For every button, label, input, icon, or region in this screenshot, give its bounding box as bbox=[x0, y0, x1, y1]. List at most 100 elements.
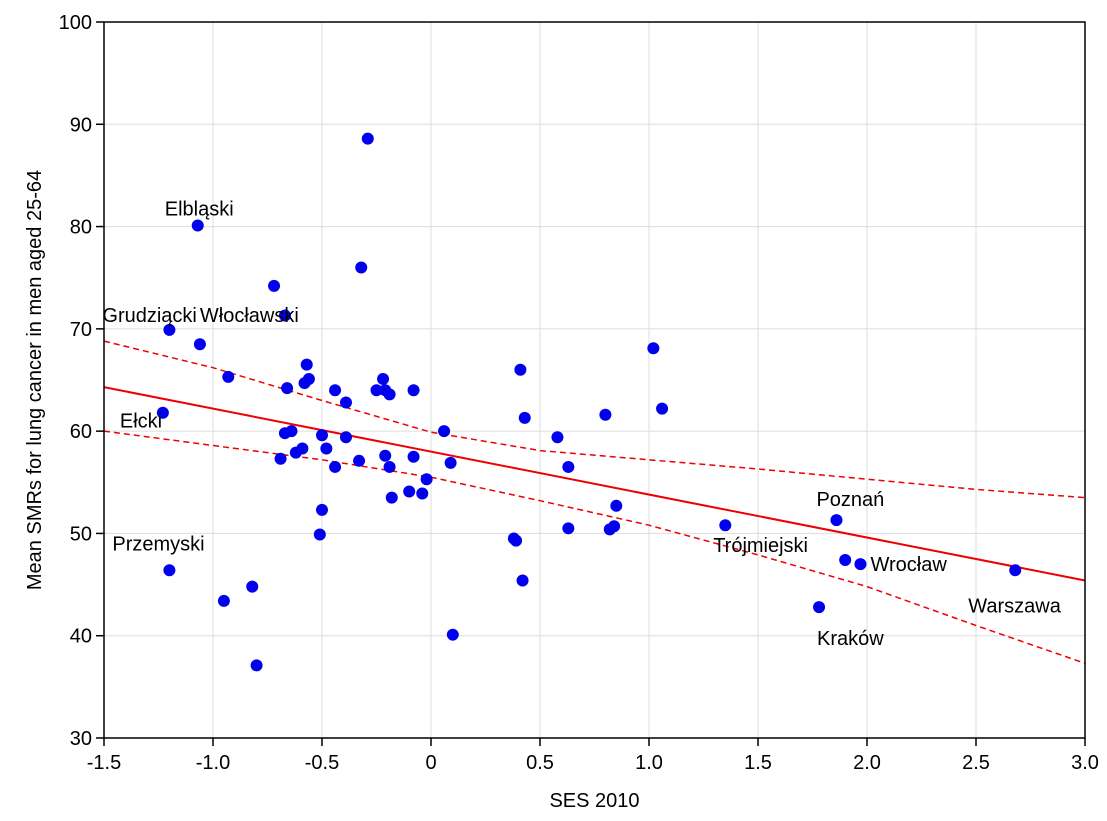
y-axis-title: Mean SMRs for lung cancer in men aged 25… bbox=[24, 170, 46, 590]
axes: -1.5 -1.0 -0.5 0 0.5 1.0 1.5 2.0 2.5 3.0 30 40 50 60 7… bbox=[59, 12, 1099, 774]
data-point bbox=[285, 425, 298, 438]
data-point bbox=[217, 594, 230, 607]
data-point bbox=[403, 485, 416, 498]
data-point bbox=[610, 499, 623, 512]
data-point bbox=[355, 261, 368, 274]
data-point bbox=[379, 449, 392, 462]
annotation-label: Przemyski bbox=[112, 533, 204, 555]
annotations: Elbląski Grudziącki Włocławski Ełcki Przemys… bbox=[102, 199, 1061, 651]
data-point bbox=[420, 473, 433, 486]
data-point bbox=[339, 431, 352, 444]
data-point bbox=[274, 452, 287, 465]
x-tick-label: -1.5 bbox=[87, 752, 121, 774]
annotation-label: Elbląski bbox=[165, 199, 234, 221]
lower-confidence-band bbox=[103, 430, 1086, 665]
data-point bbox=[518, 411, 531, 424]
data-point bbox=[246, 580, 259, 593]
data-point bbox=[320, 442, 333, 455]
data-point bbox=[830, 514, 843, 527]
y-tick-label: 40 bbox=[70, 626, 92, 648]
y-tick-label: 80 bbox=[70, 217, 92, 239]
data-point bbox=[438, 425, 451, 438]
data-point bbox=[719, 519, 732, 532]
annotation-label: Kraków bbox=[817, 628, 884, 650]
data-point bbox=[268, 279, 281, 292]
data-point bbox=[385, 491, 398, 504]
annotation-label: Ełcki bbox=[120, 411, 162, 433]
data-point bbox=[222, 370, 235, 383]
data-point bbox=[250, 659, 263, 672]
x-tick-label: 2.0 bbox=[853, 752, 881, 774]
data-point bbox=[854, 558, 867, 571]
data-point bbox=[1009, 564, 1022, 577]
data-point bbox=[599, 408, 612, 421]
annotation-label: Grudziącki bbox=[102, 305, 196, 327]
data-point bbox=[300, 358, 313, 371]
x-tick-label: 3.0 bbox=[1071, 752, 1099, 774]
confidence-bands bbox=[103, 340, 1086, 665]
x-axis-title: SES 2010 bbox=[549, 790, 639, 812]
data-point bbox=[407, 384, 420, 397]
data-point bbox=[444, 456, 457, 469]
plot-frame bbox=[103, 21, 1086, 739]
data-point bbox=[416, 487, 429, 500]
data-point bbox=[193, 338, 206, 351]
data-point bbox=[383, 388, 396, 401]
data-points bbox=[156, 132, 1022, 672]
data-point bbox=[191, 219, 204, 232]
data-point bbox=[647, 342, 660, 355]
data-point bbox=[510, 534, 523, 547]
x-tick-label: -0.5 bbox=[305, 752, 339, 774]
regression-line-segment bbox=[103, 386, 1086, 582]
data-point bbox=[514, 363, 527, 376]
data-point bbox=[313, 528, 326, 541]
annotation-label: Poznań bbox=[816, 489, 884, 511]
data-point bbox=[316, 429, 328, 442]
data-point bbox=[302, 372, 315, 385]
data-point bbox=[377, 372, 390, 385]
data-point bbox=[316, 503, 328, 516]
regression-line bbox=[103, 386, 1086, 582]
data-point bbox=[361, 132, 374, 145]
data-point bbox=[516, 574, 529, 587]
data-point bbox=[281, 382, 294, 395]
x-tick-label: 1.0 bbox=[635, 752, 663, 774]
annotation-label: Wrocław bbox=[870, 554, 947, 576]
data-point bbox=[407, 450, 420, 463]
grid bbox=[104, 22, 1085, 738]
y-tick-label: 90 bbox=[70, 114, 92, 136]
y-tick-label: 30 bbox=[70, 728, 92, 750]
y-tick-label: 50 bbox=[70, 523, 92, 545]
data-point bbox=[353, 454, 366, 467]
data-point bbox=[278, 309, 291, 322]
data-point bbox=[813, 601, 826, 614]
data-point bbox=[370, 384, 383, 397]
upper-confidence-band bbox=[103, 340, 1086, 499]
data-point bbox=[329, 384, 342, 397]
x-tick-label: 0.5 bbox=[526, 752, 554, 774]
data-point bbox=[551, 431, 564, 444]
data-point bbox=[839, 554, 852, 567]
annotation-label: Warszawa bbox=[968, 595, 1061, 617]
data-point bbox=[562, 522, 575, 535]
data-point bbox=[446, 628, 459, 641]
data-point bbox=[163, 564, 176, 577]
x-tick-label: 1.5 bbox=[744, 752, 772, 774]
data-point bbox=[296, 442, 309, 455]
data-point bbox=[656, 402, 669, 415]
data-point bbox=[608, 520, 621, 533]
data-point bbox=[163, 323, 176, 336]
annotation-label: Włocławski bbox=[200, 305, 299, 327]
data-point bbox=[383, 460, 396, 473]
data-point bbox=[329, 460, 342, 473]
y-tick-label: 70 bbox=[70, 319, 92, 341]
x-tick-label: 0 bbox=[425, 752, 436, 774]
x-tick-label: 2.5 bbox=[962, 752, 990, 774]
data-point bbox=[156, 406, 169, 419]
annotation-label: Trójmiejski bbox=[713, 535, 808, 557]
y-tick-label: 60 bbox=[70, 421, 92, 443]
y-tick-label: 100 bbox=[59, 12, 92, 34]
data-point bbox=[339, 396, 352, 409]
data-point bbox=[562, 460, 575, 473]
